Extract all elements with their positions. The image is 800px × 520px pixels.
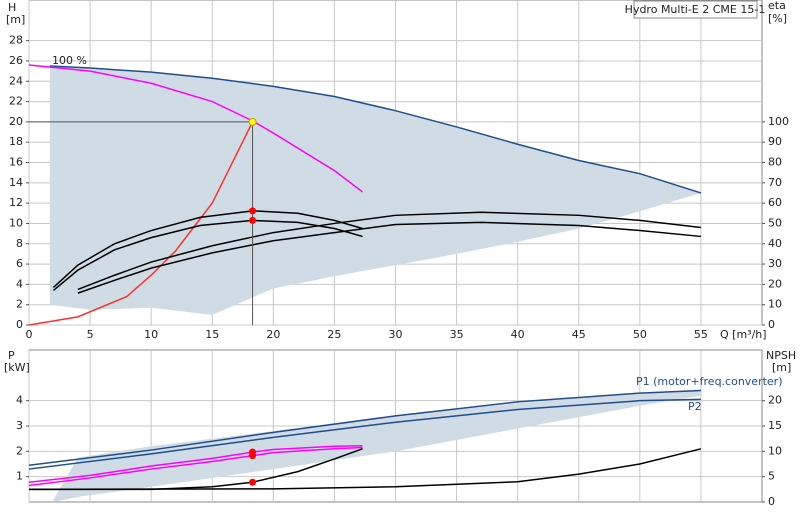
y-tick-label: 2 (16, 298, 23, 311)
annotation: P2 (688, 400, 702, 413)
y-tick-label: 1 (16, 470, 23, 483)
y2-tick-label: 60 (768, 196, 782, 209)
curve (28, 398, 701, 470)
y-tick-label: 6 (16, 257, 23, 270)
y2-tick-label: 20 (768, 394, 782, 407)
annotation: P1 (motor+freq.converter) (636, 375, 783, 388)
y2-tick-label: 5 (768, 470, 775, 483)
y2-tick-label: 100 (768, 115, 789, 128)
y-tick-label: 16 (9, 156, 23, 169)
y-tick-label: 4 (16, 277, 23, 290)
curve (28, 121, 254, 326)
y-label: H (8, 1, 16, 14)
x-tick-label: 45 (572, 328, 586, 341)
x-tick-label: 35 (450, 328, 464, 341)
y-tick-label: 22 (9, 95, 23, 108)
curve (77, 211, 702, 291)
y2-unit: [%] (768, 12, 787, 25)
operating-range (53, 390, 701, 502)
y2-tick-label: 15 (768, 419, 782, 432)
operating-point (249, 216, 257, 224)
y-tick-label: 3 (16, 419, 23, 432)
y2-tick-label: 20 (768, 277, 782, 290)
y2-tick-label: 10 (768, 444, 782, 457)
curve (52, 210, 363, 288)
y2-tick-label: 0 (768, 318, 775, 331)
y-tick-label: 12 (9, 196, 23, 209)
y-tick-label: 28 (9, 34, 23, 47)
y-tick-label: 0 (16, 318, 23, 331)
y2-tick-label: 70 (768, 176, 782, 189)
y2-label: eta (768, 0, 786, 12)
curve (77, 221, 701, 294)
operating-point (249, 478, 257, 486)
x-tick-label: 0 (26, 328, 33, 341)
title-box (633, 0, 758, 19)
y-tick-label: 26 (9, 54, 23, 67)
curve (28, 445, 363, 483)
x-tick-label: 25 (327, 328, 341, 341)
y2-tick-label: 40 (768, 237, 782, 250)
range-edge (49, 65, 702, 194)
x-tick-label: 15 (205, 328, 219, 341)
annotation: 100 % (52, 54, 87, 67)
y-tick-label: 24 (9, 74, 23, 87)
x-label: Q [m³/h] (720, 328, 767, 341)
x-tick-label: 5 (87, 328, 94, 341)
y-tick-label: 14 (9, 176, 23, 189)
x-tick-label: 55 (694, 328, 708, 341)
curve (28, 446, 363, 487)
x-tick-label: 30 (389, 328, 403, 341)
x-tick-label: 40 (511, 328, 525, 341)
y2-label: NPSH (766, 349, 796, 362)
operating-point (249, 452, 257, 460)
y-tick-label: 8 (16, 237, 23, 250)
y-tick-label: 4 (16, 394, 23, 407)
y2-unit: [m] (772, 361, 791, 374)
curve (52, 219, 363, 292)
y2-tick-label: 10 (768, 298, 782, 311)
y-unit: [kW] (4, 361, 30, 374)
curve (28, 389, 701, 467)
y-tick-label: 2 (16, 444, 23, 457)
y2-tick-label: 80 (768, 156, 782, 169)
x-tick-label: 50 (633, 328, 647, 341)
x-tick-label: 10 (144, 328, 158, 341)
y-label: P (8, 349, 15, 362)
curve (28, 448, 702, 491)
x-tick-label: 20 (266, 328, 280, 341)
chart-title: Hydro Multi-E 2 CME 15-1 (625, 3, 766, 16)
y-tick-label: 18 (9, 135, 23, 148)
y-tick-label: 10 (9, 216, 23, 229)
curve (28, 64, 363, 193)
y2-tick-label: 50 (768, 216, 782, 229)
operating-point (249, 207, 257, 215)
y2-tick-label: 0 (768, 495, 775, 508)
operating-point (248, 117, 257, 126)
y-tick-label: 20 (9, 115, 23, 128)
y-unit: [m] (6, 13, 25, 26)
y2-tick-label: 90 (768, 135, 782, 148)
y2-tick-label: 30 (768, 257, 782, 270)
